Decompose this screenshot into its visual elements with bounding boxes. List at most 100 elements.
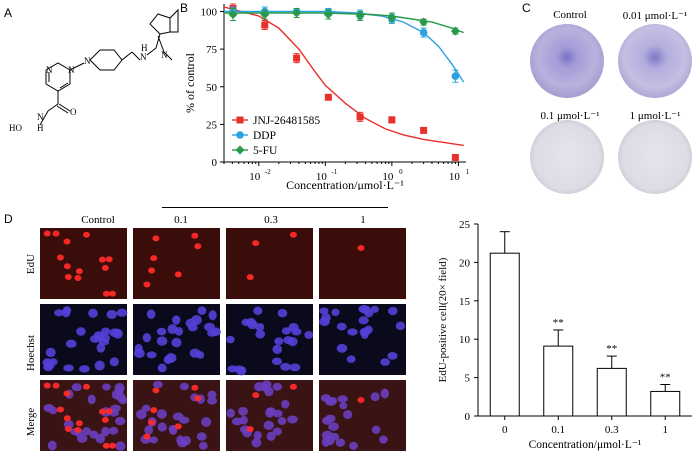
nucleus-blue [226,408,235,418]
atom-pyr-n1: N [46,65,53,75]
nucleus-red [357,397,365,404]
d-bar [543,345,574,417]
col-header-1: 1 [360,214,366,226]
nucleus-red [246,274,254,281]
nucleus-red [64,425,72,432]
nucleus-red [143,281,151,288]
row-header-edu: EdU [25,253,37,275]
nucleus-blue [196,432,207,441]
nucleus-red [43,382,51,389]
nucleus-blue [63,364,74,372]
d-bar [596,367,627,417]
b-legend-marker [235,145,245,155]
nucleus-blue [331,308,340,317]
nucleus-blue [185,318,196,328]
nucleus-red [246,426,254,433]
nucleus-blue [289,363,301,372]
nucleus-blue [226,335,235,344]
nucleus-blue [114,383,125,393]
nucleus-blue [156,327,167,336]
b-x-tick-label: 10 [382,171,394,183]
b-point [419,28,428,37]
nucleus-blue [79,365,90,373]
d-y-tick-label: 15 [459,296,471,308]
nucleus-red [152,235,160,242]
nucleus-blue [165,353,177,363]
nucleus-blue [201,417,212,427]
nucleus-blue [156,336,168,346]
d-bar [489,252,520,417]
nucleus-blue [116,308,128,317]
nucleus-blue [102,383,111,391]
row-header-hoechst: Hoechst [25,334,37,372]
b-fit-curve [224,12,464,34]
nucleus-blue [198,441,208,450]
nucleus-blue [241,318,251,326]
nucleus-blue [335,438,346,447]
nucleus-red [357,245,365,252]
d-x-tick-label: 0.1 [551,424,565,436]
tile-hoechst-3 [319,304,406,375]
nucleus-red [56,406,64,413]
nucleus-blue [179,416,190,424]
dish-control [530,24,604,98]
tile-edu-3 [319,228,406,299]
nucleus-blue [379,435,388,444]
nucleus-blue [88,308,98,318]
nucleus-red [148,267,156,274]
nucleus-blue [251,437,262,448]
nucleus-red [74,427,82,434]
nucleus-blue [71,383,82,392]
nucleus-blue [96,342,106,353]
nucleus-blue [371,425,381,434]
nucleus-red [63,263,71,270]
nucleus-blue [95,433,106,444]
nucleus-blue [266,431,276,441]
b-y-axis-label: % of control [183,52,197,113]
d-y-axis-label: EdU-positive cell(20× field) [437,257,449,382]
nucleus-blue [109,404,121,412]
nucleus-blue [109,357,119,367]
b-point [387,13,397,23]
dish-label-1: 1 μmol·L⁻¹ [629,110,681,122]
nucleus-red [191,232,199,239]
nucleus-red [105,256,113,263]
nucleus-blue [172,315,181,325]
nucleus-blue [144,425,153,435]
nucleus-red [143,433,151,440]
b-x-tick-label: 10 [249,171,261,183]
nucleus-blue [94,333,105,341]
dish-label-001: 0.01 μmol·L⁻¹ [622,10,688,22]
nucleus-blue [54,309,64,317]
nucleus-blue [109,328,121,338]
nucleus-red [83,383,91,390]
d-y-tick-label: 5 [465,373,471,385]
nucleus-red [101,264,109,271]
nucleus-blue [283,336,294,345]
nucleus-red [102,442,110,449]
nucleus-blue [339,402,348,410]
nucleus-blue [329,432,340,441]
nucleus-blue [272,427,282,436]
nucleus-blue [152,380,163,389]
nucleus-blue [208,310,217,321]
nucleus-red [75,420,83,427]
nucleus-blue [44,362,55,370]
nucleus-blue [157,422,167,432]
nucleus-blue [207,396,218,405]
panel-letter-b: B [180,1,189,15]
b-point [261,21,269,29]
b-y-tick-label: 75 [206,44,218,56]
nucleus-blue [141,404,151,412]
nucleus-blue [171,337,182,348]
nucleus-blue [321,312,331,323]
nucleus-blue [87,394,96,405]
nucleus-red [252,392,260,399]
nucleus-blue [272,344,283,355]
b-y-tick-label: 25 [206,119,218,131]
d-x-tick-label: 0 [502,424,508,436]
nucleus-blue [272,382,283,391]
panel-letter-d: D [4,212,13,226]
